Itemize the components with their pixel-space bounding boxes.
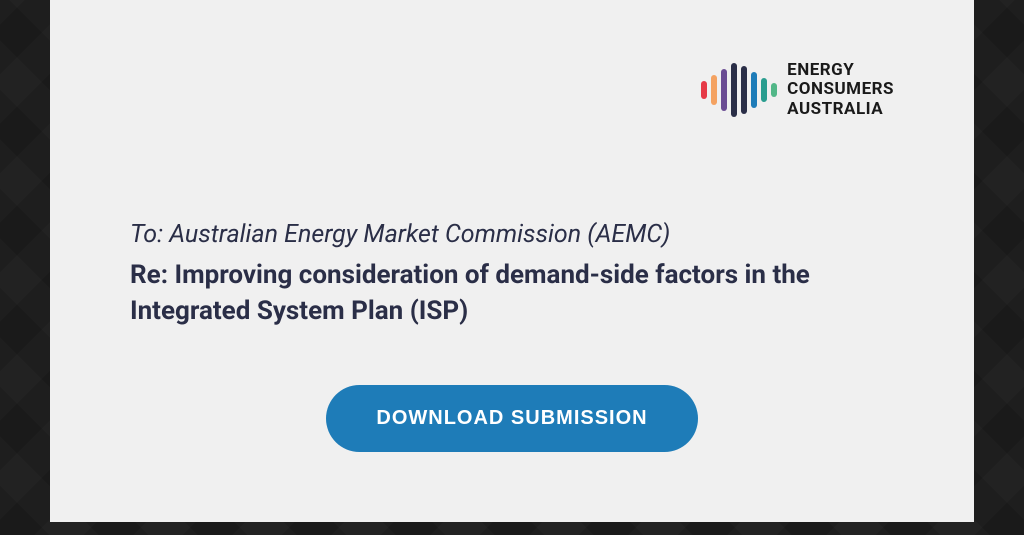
logo-bar bbox=[761, 78, 767, 102]
logo-bar bbox=[731, 63, 737, 117]
to-line: To: Australian Energy Market Commission … bbox=[130, 220, 894, 249]
logo-text-line3: AUSTRALIA bbox=[787, 100, 894, 120]
logo-bar bbox=[701, 81, 707, 99]
logo-bar bbox=[721, 69, 727, 111]
card-container: ENERGY CONSUMERS AUSTRALIA To: Australia… bbox=[50, 0, 974, 522]
logo-bar bbox=[741, 66, 747, 114]
logo-text-line1: ENERGY bbox=[787, 61, 894, 81]
logo-bars-icon bbox=[701, 60, 777, 120]
logo-bar bbox=[751, 72, 757, 108]
logo-container: ENERGY CONSUMERS AUSTRALIA bbox=[701, 60, 894, 120]
logo-bar bbox=[771, 83, 777, 97]
logo-bar bbox=[711, 75, 717, 105]
re-line: Re: Improving consideration of demand-si… bbox=[130, 257, 850, 330]
button-row: DOWNLOAD SUBMISSION bbox=[130, 385, 894, 452]
download-submission-button[interactable]: DOWNLOAD SUBMISSION bbox=[326, 385, 697, 452]
logo-text: ENERGY CONSUMERS AUSTRALIA bbox=[787, 61, 894, 120]
logo-text-line2: CONSUMERS bbox=[787, 80, 894, 100]
content-block: To: Australian Energy Market Commission … bbox=[130, 220, 894, 330]
